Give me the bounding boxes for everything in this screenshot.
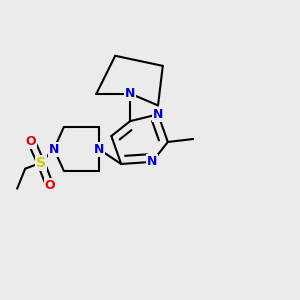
- Text: N: N: [49, 142, 59, 156]
- Text: S: S: [36, 156, 46, 170]
- Text: N: N: [125, 87, 135, 100]
- Text: O: O: [44, 179, 55, 192]
- Text: O: O: [26, 135, 36, 148]
- Text: N: N: [147, 155, 157, 168]
- Text: N: N: [93, 142, 104, 156]
- Text: N: N: [153, 108, 163, 121]
